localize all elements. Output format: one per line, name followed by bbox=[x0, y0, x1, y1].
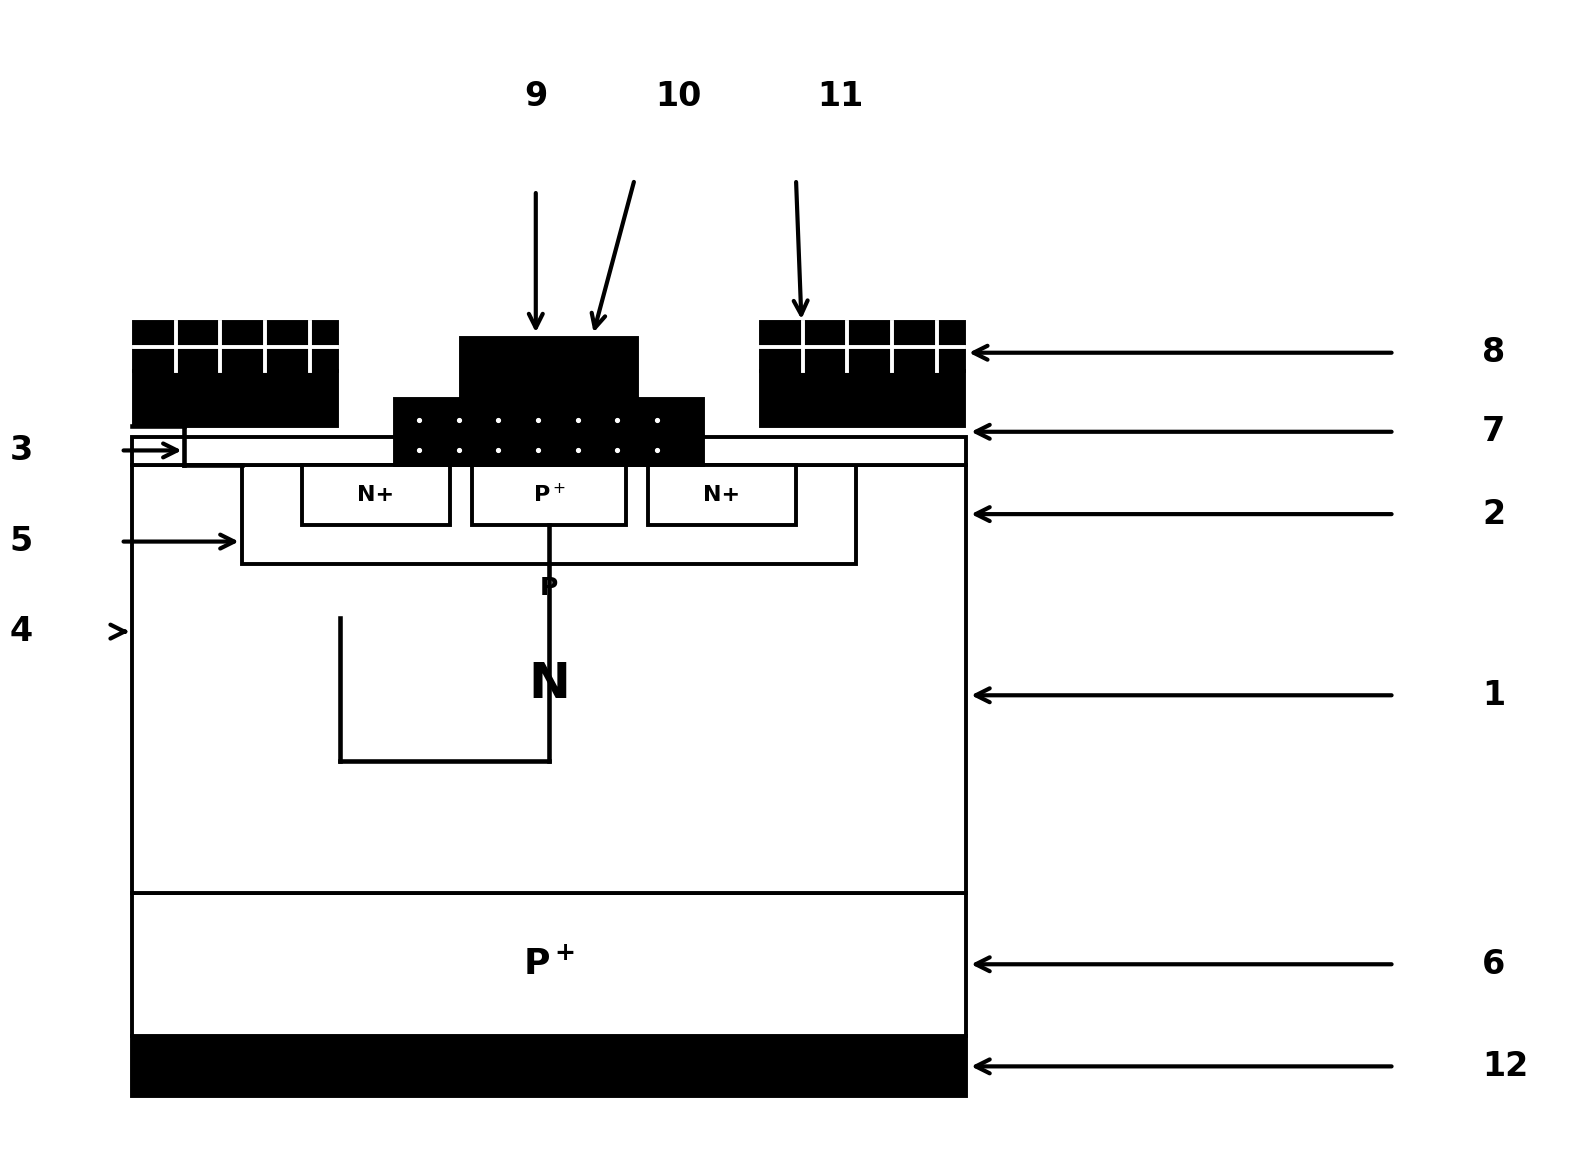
Text: $\mathbf{P^+}$: $\mathbf{P^+}$ bbox=[522, 947, 575, 981]
Text: 11: 11 bbox=[817, 80, 863, 114]
Bar bbox=[132, 893, 966, 1036]
Bar bbox=[132, 465, 966, 893]
Text: 8: 8 bbox=[1482, 336, 1506, 369]
Bar bbox=[242, 465, 856, 564]
Text: P$^+$: P$^+$ bbox=[532, 484, 565, 507]
Bar bbox=[134, 371, 338, 426]
Text: N+: N+ bbox=[704, 485, 740, 505]
Bar bbox=[761, 371, 965, 426]
Text: 12: 12 bbox=[1482, 1050, 1528, 1083]
Bar bbox=[302, 465, 451, 525]
Text: N+: N+ bbox=[358, 485, 395, 505]
Bar bbox=[473, 465, 626, 525]
Bar bbox=[648, 465, 796, 525]
Text: 9: 9 bbox=[524, 80, 548, 114]
Text: 4: 4 bbox=[10, 615, 33, 648]
Text: 10: 10 bbox=[656, 80, 702, 114]
Bar bbox=[134, 322, 338, 371]
Text: N: N bbox=[529, 660, 570, 709]
Text: P: P bbox=[540, 575, 559, 600]
Bar bbox=[395, 399, 702, 465]
Text: 5: 5 bbox=[10, 525, 33, 558]
Text: 3: 3 bbox=[10, 434, 33, 467]
Text: 1: 1 bbox=[1482, 679, 1506, 712]
Text: 2: 2 bbox=[1482, 498, 1506, 530]
Bar bbox=[462, 339, 637, 399]
Text: 6: 6 bbox=[1482, 948, 1506, 980]
Text: 7: 7 bbox=[1482, 415, 1506, 448]
Bar bbox=[132, 437, 966, 465]
Bar bbox=[132, 1036, 966, 1096]
Bar bbox=[761, 322, 965, 371]
